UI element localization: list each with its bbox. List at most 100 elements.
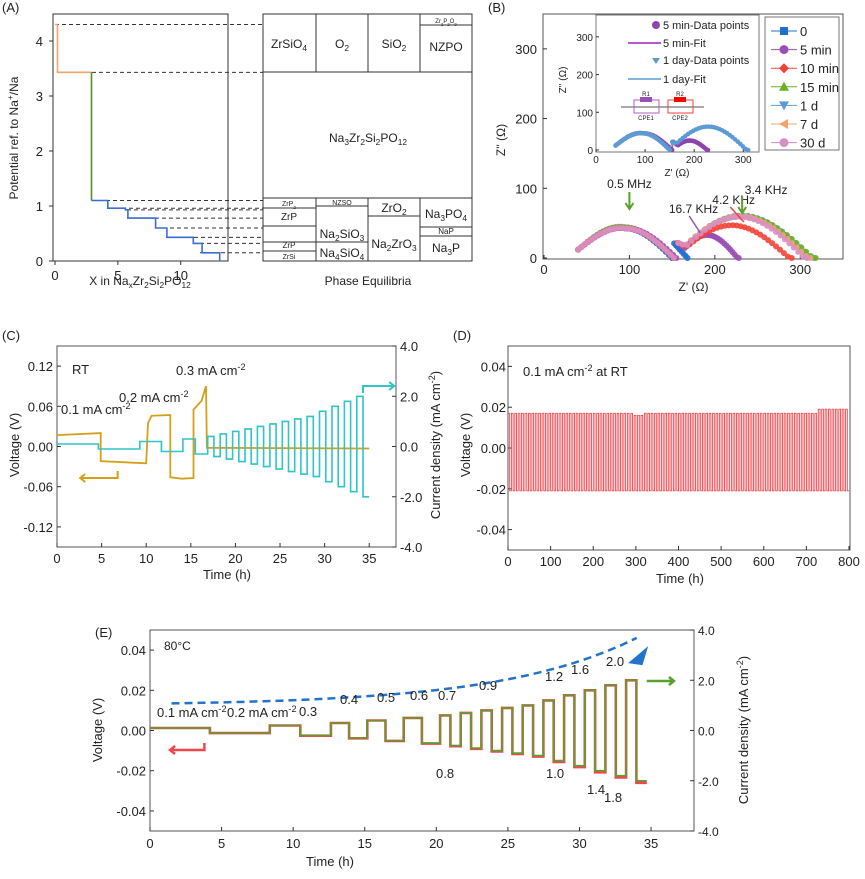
data-point-30-d bbox=[684, 242, 691, 249]
annotation-80c: 80°C bbox=[164, 639, 191, 653]
panel-label-b: (B) bbox=[488, 0, 505, 15]
inset-y-axis-label: Z'' (Ω) bbox=[558, 67, 569, 94]
inset-x-axis-label: Z' (Ω) bbox=[665, 168, 690, 179]
x-tick-label: 10 bbox=[173, 268, 187, 283]
y-axis-label: Voltage (V) bbox=[90, 698, 105, 762]
phase-cell-label: NZSO bbox=[332, 200, 352, 207]
inset-frame bbox=[595, 14, 760, 153]
annotation-0-2: 0.2 mA cm-2​ bbox=[227, 704, 297, 720]
annotation-0-5mhz: 0.5 MHz bbox=[607, 177, 652, 191]
x-tick-label: 700 bbox=[796, 554, 818, 569]
legend-label: 5 min bbox=[800, 43, 832, 58]
panel-label-d: (D) bbox=[453, 328, 471, 343]
arrow-right-axis bbox=[361, 381, 396, 393]
panel-label-a: (A) bbox=[2, 0, 19, 15]
x-tick-label: 600 bbox=[753, 554, 775, 569]
arrow-left-axis bbox=[78, 471, 119, 483]
annotation-0-3: 0.3 mA cm-2​ bbox=[176, 362, 246, 378]
y-tick-label-right: -2.0 bbox=[698, 775, 719, 789]
y-tick-label: 0.02 bbox=[481, 400, 506, 415]
inset-legend-label: 1 day-Data points bbox=[663, 55, 750, 67]
data-point-10-min bbox=[773, 243, 780, 250]
x-axis-label: Time (h) bbox=[203, 567, 251, 582]
y-tick-label: -0.02 bbox=[476, 482, 506, 497]
y-axis-label: Potential ref. to Na+​/Na bbox=[5, 76, 21, 199]
legend-marker bbox=[779, 119, 788, 129]
y-tick-label: 0.06 bbox=[28, 399, 53, 414]
legend-marker bbox=[780, 27, 788, 35]
arrow-3-4khz bbox=[737, 197, 748, 215]
data-point-10-min bbox=[780, 250, 787, 257]
phase-cell-label: Na2​SiO3​ bbox=[320, 227, 365, 243]
inset-x-tick-label: 100 bbox=[637, 155, 654, 166]
circuit-label-cpe2: CPE2 bbox=[672, 116, 688, 122]
annotation-0-1: 0.1 mA cm-2​ bbox=[157, 704, 227, 720]
legend-label: 15 min bbox=[800, 80, 839, 95]
annotation-current-0-4: 0.4 bbox=[340, 692, 358, 707]
phase-cell-label: ZrSiO4​ bbox=[271, 37, 307, 53]
y-tick-label: 2 bbox=[36, 144, 43, 159]
phase-cell-label: NaP bbox=[438, 227, 454, 236]
panel-label-e: (E) bbox=[95, 625, 112, 640]
legend-label: 0 bbox=[800, 24, 807, 39]
y-tick-label: -0.06 bbox=[23, 480, 53, 495]
data-point-30-d bbox=[710, 221, 717, 228]
data-point-5-min bbox=[735, 255, 742, 261]
x-tick-label: 10 bbox=[286, 836, 300, 851]
inset-legend-marker bbox=[652, 21, 660, 29]
y-tick-label: 0.04 bbox=[481, 359, 506, 374]
x-tick-label: 100 bbox=[619, 262, 641, 277]
inset-y-tick-label: 0 bbox=[587, 146, 593, 157]
y-axis-label: Voltage (V) bbox=[458, 413, 473, 477]
legend-label: 7 d bbox=[800, 117, 818, 132]
data-point-30-d bbox=[795, 248, 802, 255]
series-voltage bbox=[508, 408, 849, 492]
data-point-15-min bbox=[798, 244, 805, 251]
x-tick-label: 25 bbox=[273, 551, 287, 566]
annotation-rt: RT bbox=[72, 362, 89, 377]
x-tick-label: 20 bbox=[228, 551, 242, 566]
y-tick-label-right: 4.0 bbox=[400, 339, 418, 354]
circuit-label-r2: R2 bbox=[676, 92, 684, 98]
inset-y-tick-label: 200 bbox=[576, 71, 593, 82]
annotation-current-0-7: 0.7 bbox=[438, 688, 456, 703]
phase-cell-label: ZrP bbox=[283, 241, 296, 250]
annotation-current-0-9: 0.9 bbox=[479, 678, 497, 693]
data-point-10-min bbox=[788, 255, 795, 261]
phase-cell-label: Na3​Zr2​Si2​PO12​ bbox=[329, 131, 407, 147]
y-tick-label-right: -2.0 bbox=[400, 490, 422, 505]
phase-cell-label: Na2​ZrO3​ bbox=[371, 237, 417, 253]
data-point-30-d bbox=[737, 213, 744, 220]
x-tick-label: 15 bbox=[184, 551, 198, 566]
annotation-current-1-6: 1.6 bbox=[571, 662, 589, 677]
x-axis-label: X in Nax​Zr2​Si2​PO12​ bbox=[89, 274, 191, 290]
inset-legend-label: 1 day-Fit bbox=[663, 74, 706, 86]
legend-marker bbox=[779, 63, 789, 74]
phase-cell-label: NZPO bbox=[429, 40, 462, 54]
y-tick-label: 0 bbox=[530, 251, 537, 266]
legend-label: 30 d bbox=[800, 136, 825, 151]
x-tick-label: 5 bbox=[218, 836, 225, 851]
data-point-30-d bbox=[790, 244, 797, 251]
x-tick-label: 200 bbox=[704, 262, 726, 277]
arrow-right-axis bbox=[646, 676, 676, 686]
phase-cell-label: O2​ bbox=[335, 37, 349, 53]
legend-marker bbox=[779, 138, 789, 148]
data-point-30-d bbox=[728, 214, 735, 221]
y-tick-label-right: -4.0 bbox=[698, 825, 719, 839]
arrow-4-2khz bbox=[729, 206, 745, 223]
x-axis-label: Z' (Ω) bbox=[679, 280, 709, 294]
inset-y-tick-label: 300 bbox=[576, 33, 593, 44]
y-tick-label-right: 0.0 bbox=[698, 725, 715, 739]
y-tick-label: 0.04 bbox=[121, 643, 146, 658]
data-point-30-d bbox=[693, 234, 700, 241]
phase-cell-label: Na3​PO4​ bbox=[425, 207, 467, 223]
phase-cell-label: ZrP bbox=[281, 212, 297, 223]
y-axis-label-right: Current density (mA cm-2​) bbox=[735, 656, 751, 804]
x-tick-label: 300 bbox=[789, 262, 811, 277]
data-point-30-d bbox=[773, 228, 780, 235]
x-tick-label: 500 bbox=[710, 554, 732, 569]
data-point-10-min bbox=[776, 246, 783, 253]
y-axis-label-right: Current density (mA cm-2​) bbox=[427, 371, 443, 519]
data-point-30-d bbox=[764, 222, 771, 229]
